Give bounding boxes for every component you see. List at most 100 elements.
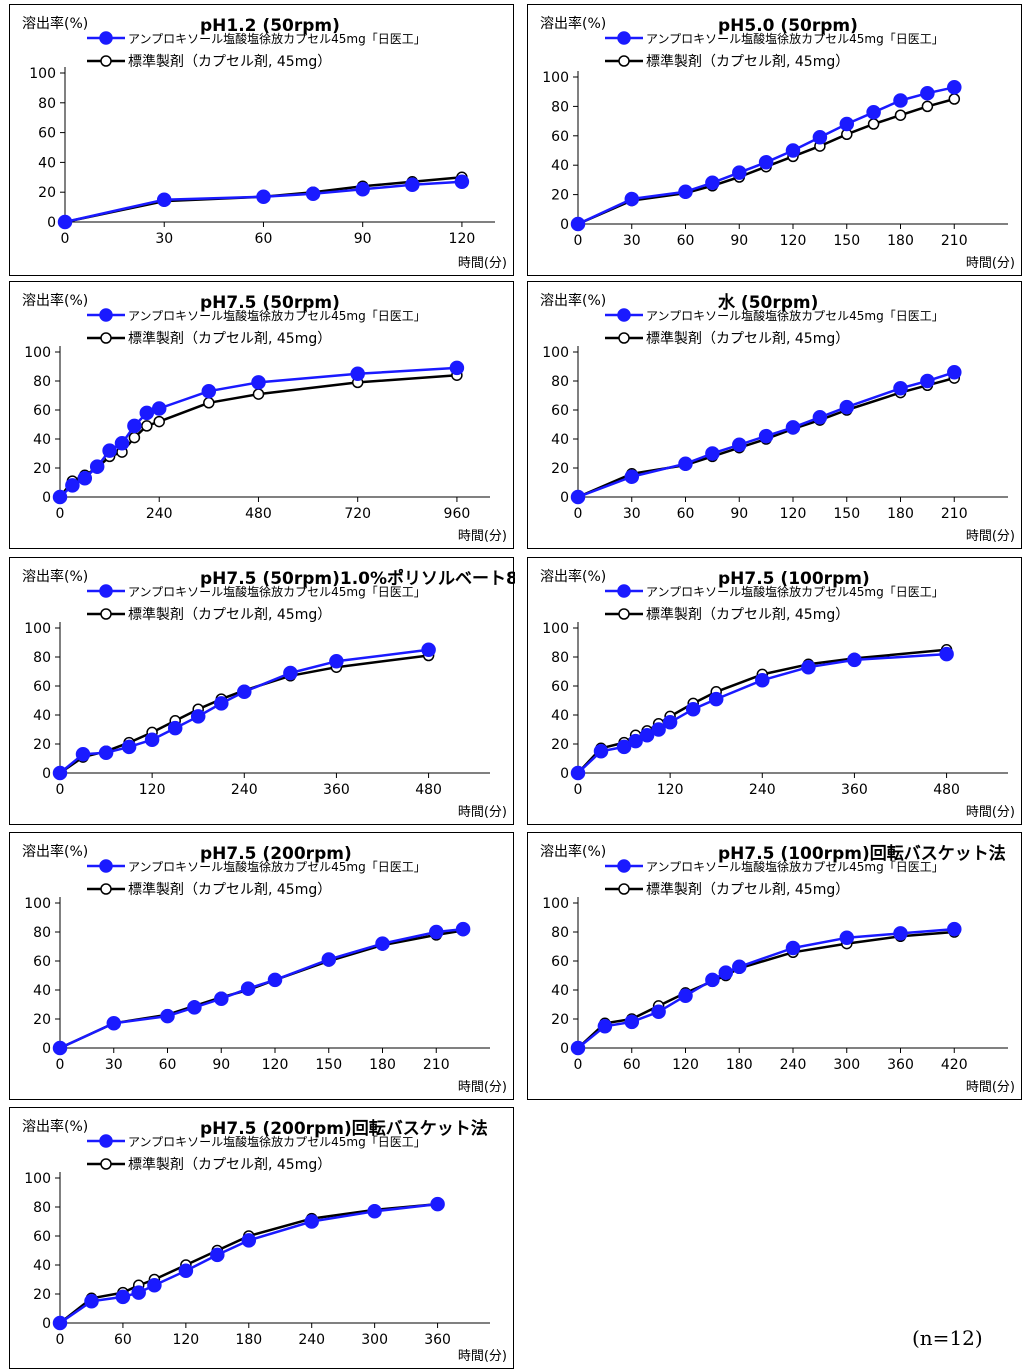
x-tick-label: 90	[354, 231, 372, 247]
data-point-test	[52, 489, 68, 505]
x-tick-label: 60	[114, 1332, 132, 1348]
chart-panel: 溶出率(%) pH5.0 (50rpm) アンプロキソール塩酸塩徐放カプセル45mg…	[527, 4, 1022, 276]
x-tick-label: 240	[749, 782, 776, 798]
chart-title: pH7.5 (50rpm)1.0%ポリソルベート80添加	[200, 568, 515, 589]
data-point-test	[685, 701, 701, 717]
series-line-reference	[59, 654, 429, 775]
x-tick-label: 60	[623, 1057, 641, 1073]
data-point-test	[718, 965, 734, 980]
x-axis-label: 時間(分)	[458, 805, 507, 820]
data-point-test	[77, 470, 93, 486]
data-point-test	[430, 1196, 445, 1212]
data-point-test	[102, 443, 117, 458]
x-tick-label: 120	[139, 782, 166, 798]
x-tick-label: 30	[623, 506, 641, 522]
x-tick-label: 150	[833, 506, 860, 522]
data-point-test	[785, 940, 801, 956]
data-point-test	[628, 733, 643, 749]
legend-marker	[100, 883, 112, 895]
data-point-test	[156, 192, 172, 207]
y-tick-label: 60	[551, 679, 569, 695]
data-point-test	[178, 1263, 194, 1279]
x-tick-label: 90	[730, 233, 748, 249]
x-axis-label: 時間(分)	[966, 805, 1015, 820]
y-tick-label: 20	[551, 461, 569, 477]
x-tick-label: 240	[298, 1332, 325, 1348]
y-tick-label: 0	[560, 766, 569, 782]
data-point-test	[187, 1000, 202, 1015]
data-point-test	[947, 921, 962, 937]
data-point-test	[52, 765, 68, 781]
legend-label: 標準製剤（カプセル剤, 45mg）	[128, 1157, 331, 1173]
x-tick-label: 60	[159, 1057, 177, 1073]
x-tick-label: 120	[780, 233, 807, 249]
chart-panel: 溶出率(%) 水 (50rpm) アンプロキソール塩酸塩徐放カプセル45mg「日医工…	[527, 281, 1022, 549]
y-axis-label: 溶出率(%)	[540, 15, 606, 32]
legend-label: 標準製剤（カプセル剤, 45mg）	[128, 882, 331, 898]
data-point-test	[705, 175, 720, 191]
data-point-test	[758, 428, 774, 444]
data-point-test	[616, 739, 632, 755]
y-tick-label: 80	[33, 925, 51, 941]
y-tick-label: 80	[551, 374, 569, 390]
y-axis-label: 溶出率(%)	[540, 843, 606, 860]
chart-title: pH7.5 (200rpm)回転バスケット法	[200, 1118, 488, 1139]
data-point-test	[812, 410, 828, 425]
x-tick-label: 180	[235, 1332, 262, 1348]
x-tick-label: 480	[415, 782, 442, 798]
dissolution-chart: 溶出率(%) pH7.5 (50rpm)アンプロキソール塩酸塩徐放カプセル45mg…	[22, 292, 507, 544]
x-tick-label: 30	[155, 231, 173, 247]
data-point-test	[127, 418, 142, 434]
y-tick-label: 100	[24, 345, 51, 361]
data-point-test	[947, 365, 962, 380]
y-tick-label: 40	[551, 983, 569, 999]
x-axis-label: 時間(分)	[458, 529, 507, 544]
series-line-test	[59, 927, 464, 1050]
y-tick-label: 20	[33, 1287, 51, 1303]
x-tick-label: 480	[245, 506, 272, 522]
data-point-reference	[867, 118, 880, 130]
x-tick-label: 360	[323, 782, 350, 798]
y-tick-label: 40	[551, 432, 569, 448]
data-point-test	[678, 988, 693, 1004]
data-point-test	[651, 1004, 666, 1020]
dissolution-chart: 溶出率(%) pH1.2 (50rpm)アンプロキソール塩酸塩徐放カプセル45mg…	[22, 15, 507, 271]
legend-label: 標準製剤（カプセル剤, 45mg）	[646, 54, 849, 70]
y-axis-label: 溶出率(%)	[22, 292, 88, 309]
legend-label: アンプロキソール塩酸塩徐放カプセル45mg「日医工」	[128, 584, 426, 599]
legend-label: アンプロキソール塩酸塩徐放カプセル45mg「日医工」	[128, 1134, 426, 1149]
x-tick-label: 480	[933, 782, 960, 798]
x-tick-label: 120	[672, 1057, 699, 1073]
data-point-test	[593, 744, 609, 759]
data-point-test	[305, 186, 321, 201]
x-tick-label: 0	[56, 782, 65, 798]
data-point-test	[251, 375, 266, 390]
y-tick-label: 80	[38, 96, 56, 112]
legend-label: アンプロキソール塩酸塩徐放カプセル45mg「日医工」	[128, 308, 426, 323]
data-point-reference	[128, 431, 141, 444]
x-tick-label: 180	[369, 1057, 396, 1073]
x-tick-label: 210	[423, 1057, 450, 1073]
legend-marker	[618, 883, 630, 895]
y-tick-label: 20	[33, 461, 51, 477]
data-point-test	[785, 420, 801, 435]
series-line-test	[59, 648, 429, 774]
data-point-test	[705, 972, 720, 988]
data-point-test	[429, 924, 444, 940]
y-axis-label: 溶出率(%)	[22, 15, 88, 32]
data-point-test	[144, 732, 160, 747]
x-tick-label: 210	[941, 506, 968, 522]
y-tick-label: 40	[33, 983, 51, 999]
chart-title: pH7.5 (50rpm)	[200, 293, 340, 313]
data-point-reference	[894, 109, 907, 121]
x-tick-label: 30	[105, 1057, 123, 1073]
data-point-test	[115, 1289, 131, 1305]
y-axis-label: 溶出率(%)	[540, 292, 606, 309]
x-tick-label: 360	[424, 1332, 451, 1348]
data-point-test	[920, 85, 935, 101]
legend-label: 標準製剤（カプセル剤, 45mg）	[128, 607, 331, 623]
y-axis-label: 溶出率(%)	[22, 843, 88, 860]
x-tick-label: 60	[677, 233, 695, 249]
x-tick-label: 240	[780, 1057, 807, 1073]
x-axis-label: 時間(分)	[458, 1349, 507, 1364]
